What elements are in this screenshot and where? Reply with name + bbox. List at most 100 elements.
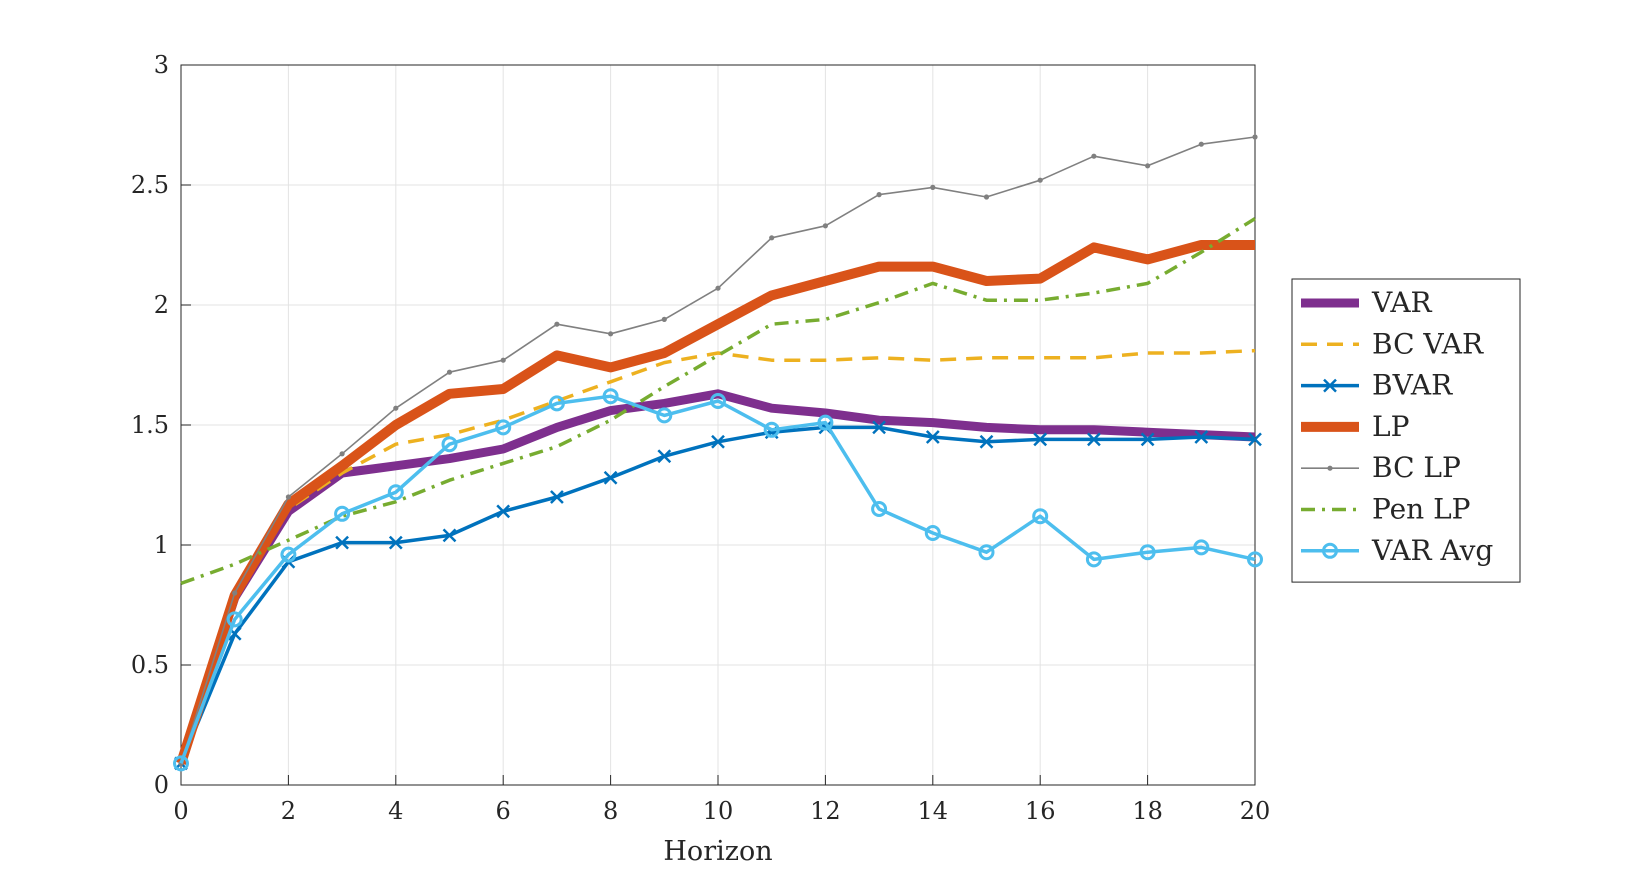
marker-circle-var-avg	[1139, 544, 1156, 561]
marker-x-bvar	[603, 470, 618, 485]
marker-circle-var-avg	[334, 505, 351, 522]
y-tick-label: 3	[154, 51, 169, 79]
marker-x-bvar	[979, 434, 994, 449]
x-tick-label: 12	[810, 797, 841, 825]
marker-dot-bc-lp	[661, 316, 667, 322]
marker-x-bvar	[657, 449, 672, 464]
marker-dot-bc-lp	[232, 590, 238, 596]
marker-dot-bc-lp	[554, 321, 560, 327]
y-tick-label: 2	[154, 291, 169, 319]
marker-x-bvar	[1194, 430, 1209, 444]
legend: VAR BC VAR BVAR LP BC LP Pen LP VAR Avg	[1291, 278, 1521, 583]
legend-item-bc-var: BC VAR	[1301, 327, 1484, 360]
marker-circle-var-avg	[602, 388, 619, 405]
legend-label: BVAR	[1372, 369, 1453, 402]
x-tick-label: 16	[1025, 797, 1056, 825]
x-axis-label: Horizon	[663, 836, 772, 867]
series-bc-var	[179, 348, 1256, 764]
marker-circle-var-avg	[441, 436, 458, 453]
marker-circle-var-avg	[924, 525, 941, 541]
marker-dot-bc-lp	[339, 451, 345, 457]
legend-label: BC LP	[1372, 451, 1461, 484]
marker-dot-bc-lp	[393, 405, 399, 411]
marker-dot-bc-lp	[285, 494, 291, 500]
marker-dot-bc-lp	[930, 184, 936, 190]
marker-circle-var-avg	[763, 421, 780, 438]
marker-dot-bc-lp	[876, 192, 882, 198]
marker-x-bvar	[1140, 432, 1155, 447]
marker-x-bvar	[1033, 432, 1048, 447]
y-tick-label: 1	[154, 531, 169, 559]
x-tick-label: 4	[388, 797, 403, 825]
marker-circle-var-avg	[1032, 508, 1049, 525]
marker-dot-bc-lp	[608, 331, 614, 337]
marker-x-bvar	[1248, 432, 1262, 447]
x-tick-label: 8	[603, 797, 618, 825]
marker-circle-var-avg	[495, 419, 512, 436]
marker-dot-bc-lp	[1145, 163, 1151, 169]
legend-label: VAR	[1371, 286, 1433, 319]
x-tick-label: 18	[1132, 797, 1163, 825]
marker-circle-var-avg	[226, 611, 243, 628]
marker-circle-var-avg	[548, 395, 565, 412]
series-line-bc-var	[179, 348, 1256, 764]
marker-x-bvar	[388, 535, 403, 550]
marker-dot-bc-lp	[715, 285, 721, 291]
series-line-var-avg	[179, 394, 1256, 765]
x-tick-label: 14	[918, 797, 949, 825]
marker-x-bvar	[872, 420, 886, 435]
legend-label: Pen LP	[1372, 493, 1471, 526]
legend-item-var: VAR	[1301, 286, 1433, 319]
series-pen-lp	[180, 217, 1256, 586]
series-lines	[173, 134, 1263, 772]
x-tick-label: 20	[1240, 797, 1271, 825]
legend-item-pen-lp: Pen LP	[1301, 493, 1471, 526]
legend-item-bc-lp: BC LP	[1301, 451, 1461, 484]
marker-circle-var-avg	[280, 546, 297, 563]
marker-circle-var-avg	[1193, 539, 1210, 556]
series-line-lp	[176, 240, 1255, 765]
series-line-pen-lp	[180, 217, 1256, 586]
marker-circle-var-avg	[817, 414, 834, 431]
marker-circle-var-avg	[173, 755, 189, 772]
legend-label: BC VAR	[1372, 327, 1484, 360]
marker-dot-bc-lp	[822, 223, 829, 229]
legend-item-lp: LP	[1301, 410, 1409, 443]
marker-circle-var-avg	[387, 484, 404, 501]
grid-lines	[180, 64, 1256, 786]
legend-label: LP	[1372, 410, 1409, 443]
marker-x-bvar	[1323, 378, 1337, 393]
marker-dot-bc-lp	[1091, 153, 1097, 159]
marker-dot-bc-lp	[1198, 141, 1204, 147]
marker-x-bvar	[550, 490, 564, 504]
y-tick-label: 1.5	[131, 411, 169, 439]
marker-circle-var-avg	[656, 407, 673, 424]
series-lp	[176, 240, 1255, 765]
x-tick-label: 0	[173, 797, 188, 825]
y-tick-label: 0	[154, 771, 169, 799]
legend-item-bvar: BVAR	[1301, 369, 1453, 402]
marker-x-bvar	[925, 430, 940, 444]
marker-dot-bc-lp	[1252, 134, 1258, 140]
marker-x-bvar	[711, 434, 725, 449]
series-var-avg	[173, 388, 1263, 772]
axes: 0 2 4 6 8 10 12 14 16 18 20 0 0.5 1 1.5 2 2.5 3	[131, 51, 1270, 825]
marker-x-bvar	[1087, 432, 1101, 447]
marker-circle-var-avg	[1322, 542, 1338, 559]
marker-x-bvar	[335, 535, 349, 550]
x-tick-label: 6	[496, 797, 511, 825]
marker-dot-bc-lp	[1327, 465, 1333, 471]
marker-dot-bc-lp	[446, 369, 453, 375]
x-tick-label: 10	[703, 797, 734, 825]
marker-circle-var-avg	[1085, 551, 1102, 568]
marker-dot-bc-lp	[769, 235, 775, 241]
marker-dot-bc-lp	[983, 194, 990, 200]
marker-dot-bc-lp	[1037, 177, 1043, 183]
y-tick-label: 2.5	[131, 171, 169, 199]
legend-label: VAR Avg	[1371, 534, 1493, 567]
marker-circle-var-avg	[1247, 551, 1263, 568]
marker-circle-var-avg	[871, 501, 888, 517]
marker-x-bvar	[442, 528, 457, 543]
marker-circle-var-avg	[978, 544, 995, 561]
